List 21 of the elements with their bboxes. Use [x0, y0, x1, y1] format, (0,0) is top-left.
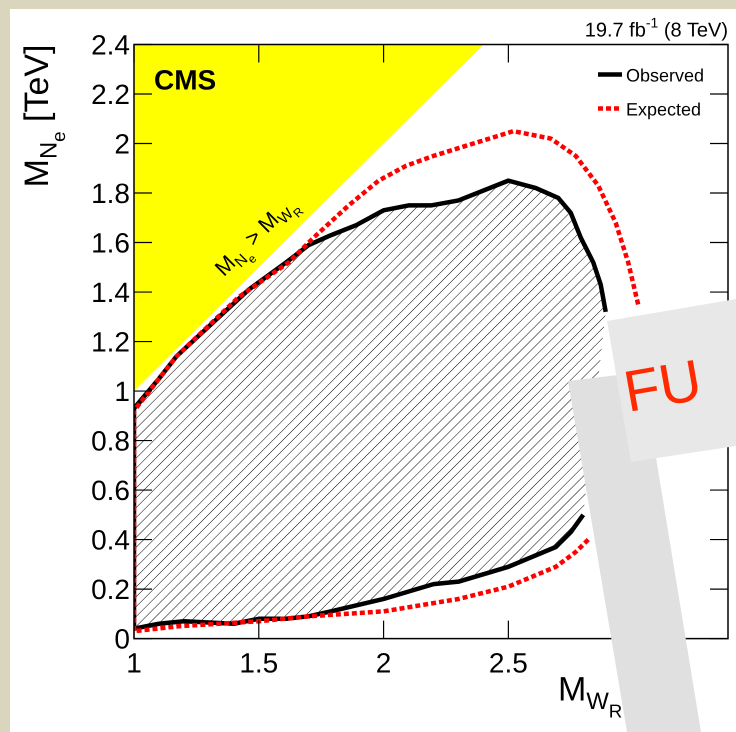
y-tick-label: 1.8 — [91, 178, 130, 210]
y-tick-label: 1 — [114, 376, 130, 408]
y-tick-label: 0.2 — [91, 574, 130, 606]
annotation: CMS — [154, 64, 216, 96]
x-tick-label: 2 — [376, 648, 392, 679]
y-tick-label: 1.2 — [91, 326, 130, 358]
y-tick-label: 0.4 — [91, 524, 130, 556]
legend-label: Expected — [626, 100, 702, 120]
y-tick-label: 1.6 — [91, 228, 130, 259]
x-tick-label: 2.5 — [488, 648, 528, 679]
y-tick-label: 2.2 — [91, 79, 130, 110]
annotation: FU — [618, 347, 706, 425]
x-tick-label: 1.5 — [239, 648, 278, 679]
y-tick-label: 1.4 — [91, 277, 130, 308]
y-tick-label: 2 — [114, 128, 130, 160]
chart-title: 19.7 fb$^{-1}$ (8 TeV) — [584, 14, 728, 42]
legend-label: Observed — [626, 66, 704, 86]
y-tick-label: 2.4 — [91, 30, 130, 60]
y-tick-label: 0 — [114, 624, 130, 655]
y-tick-label: 0.8 — [91, 426, 130, 457]
y-tick-label: 0.6 — [91, 475, 130, 506]
